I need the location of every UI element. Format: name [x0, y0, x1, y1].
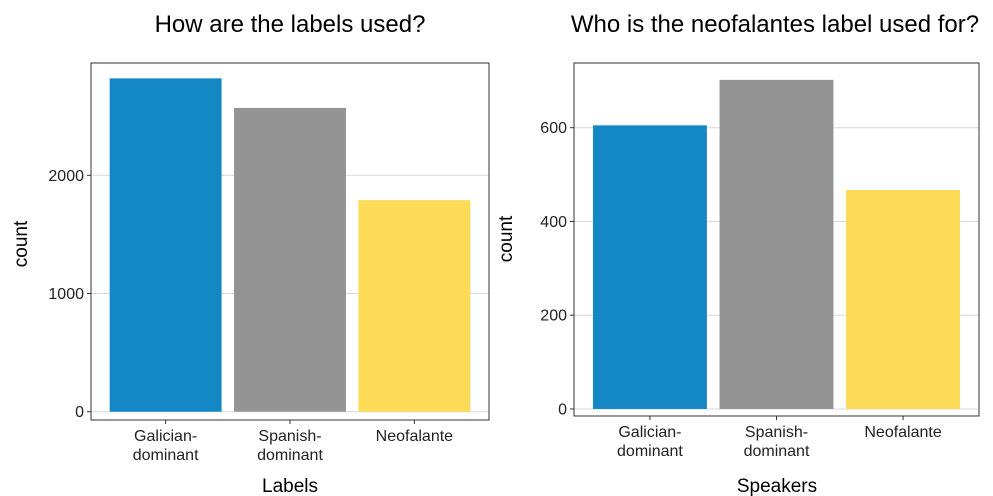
y-tick-label-2: 2000 — [48, 168, 84, 185]
bar-galician-dominant — [592, 125, 707, 409]
x-tick-label-0-line-0: Galician- — [618, 424, 681, 441]
y-axis-ticks: 0 200 400 600 — [540, 120, 574, 418]
x-tick-label-1-line-0: Spanish- — [258, 428, 321, 445]
y-axis-title: count — [496, 215, 517, 262]
chart-panel-neofalantes-target: Who is the neofalantes label used for? S… — [496, 11, 980, 496]
bar-galician-dominant — [109, 78, 222, 412]
chart-title: Who is the neofalantes label used for? — [571, 11, 979, 38]
bar-spanish-dominant — [719, 79, 834, 409]
y-axis-title: count — [11, 220, 32, 267]
y-tick-label-1: 200 — [540, 308, 567, 325]
x-tick-label-0-line-1: dominant — [617, 443, 683, 460]
x-axis-title: Labels — [262, 476, 318, 496]
bars — [592, 79, 961, 409]
x-tick-label-0-line-0: Galician- — [134, 428, 197, 445]
x-tick-label-1-line-1: dominant — [744, 443, 810, 460]
bar-neofalante — [358, 200, 471, 412]
chart-panel-labels-usage: How are the labels used? Labels count 0 1… — [11, 11, 490, 496]
bar-neofalante — [846, 190, 961, 409]
x-tick-label-0-line-1: dominant — [133, 447, 199, 464]
bars — [109, 78, 471, 412]
y-axis-ticks: 0 1000 2000 — [48, 168, 91, 421]
x-tick-label-2: Neofalante — [864, 424, 941, 441]
y-tick-label-0: 0 — [558, 401, 567, 418]
chart-title: How are the labels used? — [155, 11, 426, 38]
y-tick-label-2: 400 — [540, 214, 567, 231]
y-tick-label-0: 0 — [75, 404, 84, 421]
x-axis-ticks: Galician-dominant Spanish-dominant Neofala… — [133, 420, 453, 464]
x-tick-label-2: Neofalante — [376, 428, 453, 445]
x-tick-label-1-line-1: dominant — [257, 447, 323, 464]
y-tick-label-3: 600 — [540, 120, 567, 137]
bar-spanish-dominant — [234, 107, 346, 412]
x-axis-ticks: Galician-dominant Spanish-dominant Neofala… — [617, 416, 942, 460]
y-tick-label-1: 1000 — [48, 286, 84, 303]
x-tick-label-1-line-0: Spanish- — [745, 424, 808, 441]
x-axis-title: Speakers — [737, 476, 817, 496]
